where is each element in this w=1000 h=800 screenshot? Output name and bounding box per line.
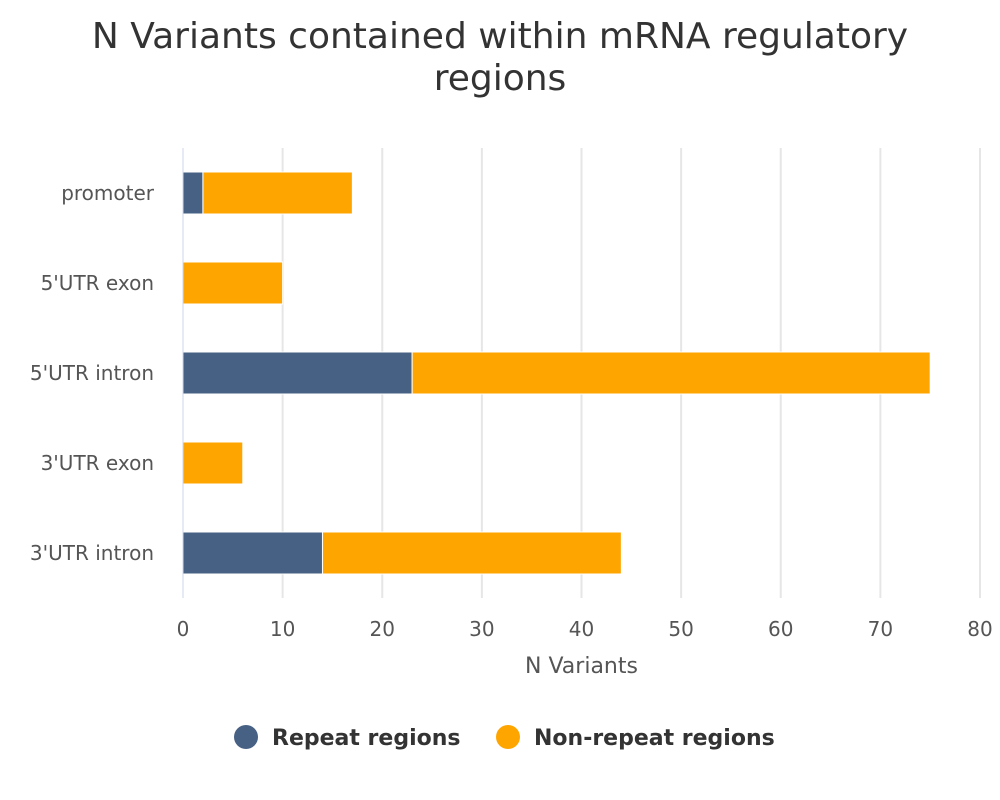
x-tick-label: 70 xyxy=(868,617,893,641)
tick-labels: 0 10 20 30 40 50 60 70 80 xyxy=(177,617,993,641)
category-label: promoter xyxy=(61,181,155,205)
chart-title-line-2: regions xyxy=(434,58,567,99)
x-tick-label: 0 xyxy=(177,617,190,641)
legend: Repeat regions Non-repeat regions xyxy=(234,725,775,751)
x-tick-label: 20 xyxy=(370,617,395,641)
bar-segment[interactable] xyxy=(182,261,284,305)
bar-segment[interactable] xyxy=(182,531,323,575)
x-tick-label: 40 xyxy=(569,617,594,641)
category-label: 5'UTR exon xyxy=(41,271,154,295)
x-tick-label: 10 xyxy=(270,617,295,641)
bar-segment[interactable] xyxy=(411,351,931,395)
legend-label[interactable]: Non-repeat regions xyxy=(534,726,775,751)
bar-segment[interactable] xyxy=(182,351,413,395)
x-tick-label: 50 xyxy=(668,617,693,641)
legend-label[interactable]: Repeat regions xyxy=(272,726,460,751)
category-label: 3'UTR intron xyxy=(30,541,154,565)
category-label: 3'UTR exon xyxy=(41,451,154,475)
x-tick-label: 30 xyxy=(469,617,494,641)
bar-segment[interactable] xyxy=(321,531,622,575)
bars xyxy=(182,171,931,575)
legend-marker[interactable] xyxy=(234,725,258,749)
x-axis-title: N Variants xyxy=(525,654,638,679)
x-tick-label: 60 xyxy=(768,617,793,641)
category-labels: promoter 5'UTR exon 5'UTR intron 3'UTR exon… xyxy=(30,181,155,565)
chart-title: N Variants contained within mRNA regulat… xyxy=(92,16,908,99)
legend-marker[interactable] xyxy=(496,725,520,749)
chart-title-line-1: N Variants contained within mRNA regulat… xyxy=(92,16,908,57)
bar-segment[interactable] xyxy=(202,171,353,215)
x-tick-label: 80 xyxy=(967,617,992,641)
bar-segment[interactable] xyxy=(182,441,244,485)
bar-segment[interactable] xyxy=(182,171,204,215)
category-label: 5'UTR intron xyxy=(30,361,154,385)
